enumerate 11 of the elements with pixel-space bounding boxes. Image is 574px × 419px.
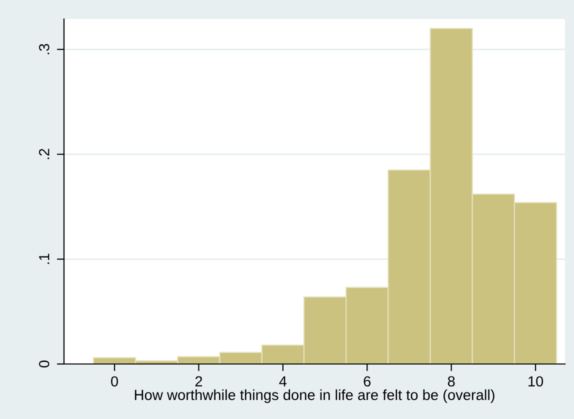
x-tick-label: 8	[448, 376, 455, 387]
x-tick-label: 10	[528, 376, 544, 387]
y-tick-label: .3	[38, 44, 50, 54]
x-tick-label: 0	[111, 376, 118, 387]
y-tick-label: .2	[38, 148, 50, 160]
x-tick-label: 6	[364, 376, 371, 387]
y-tick-label: 0	[38, 360, 50, 368]
y-tick-label: .1	[39, 254, 50, 264]
x-tick-label: 2	[195, 376, 202, 386]
x-tick-label: 4	[279, 376, 287, 386]
x-axis-title: How worthwhile things done in life are felt to be (overall)	[134, 389, 494, 403]
